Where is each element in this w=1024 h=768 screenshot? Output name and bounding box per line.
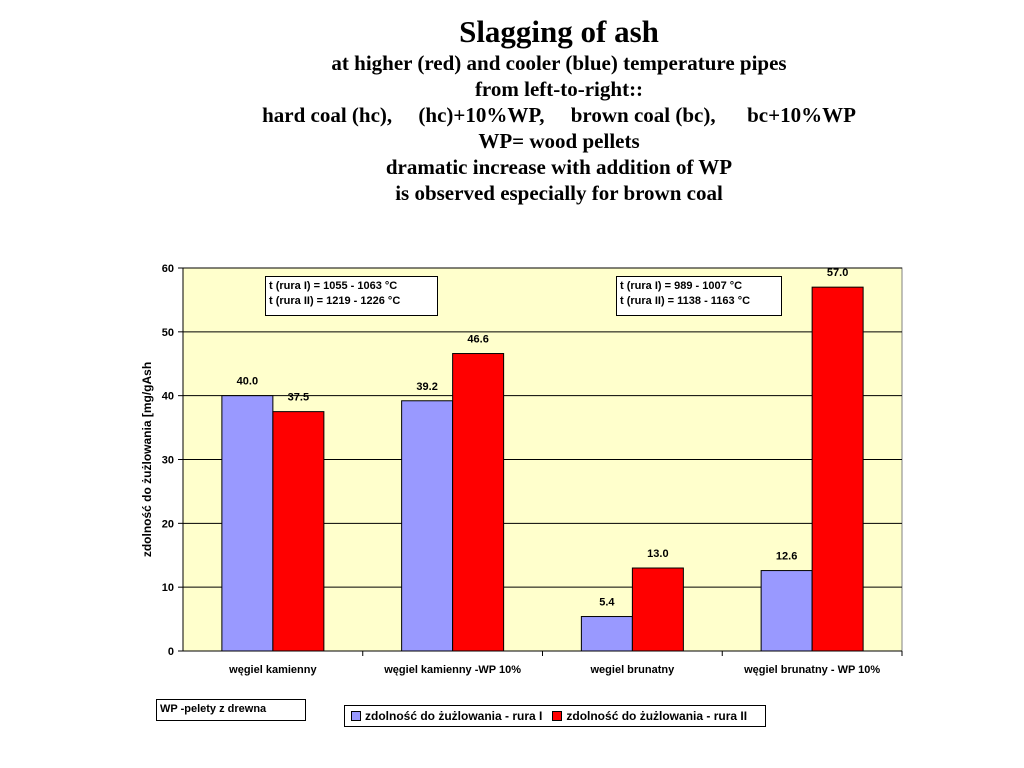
data-label: 40.0: [237, 376, 258, 388]
y-tick-label: 60: [162, 263, 174, 275]
temperature-box-hard-coal: t (rura I) = 1055 - 1063 °C t (rura II) …: [265, 276, 438, 316]
bar-rura-II: [811, 286, 864, 652]
data-label: 39.2: [416, 381, 437, 393]
title-line: dramatic increase with addition of WP: [385, 155, 733, 179]
temperature-line: t (rura II) = 1219 - 1226 °C: [269, 295, 401, 307]
bar-rura-II: [452, 353, 505, 652]
title-line: WP= wood pellets: [478, 129, 640, 153]
title-line: hard coal (hc), (hc)+10%WP, brown coal (…: [262, 103, 856, 127]
bar-rura-II: [272, 411, 325, 652]
data-label: 12.6: [776, 551, 797, 563]
bar-rura-I: [760, 570, 813, 652]
y-tick-label: 20: [162, 518, 174, 530]
y-tick-label: 10: [162, 582, 174, 594]
y-axis-label: zdolność do żużlowania [mg/gAsh: [140, 362, 154, 557]
data-label: 5.4: [599, 597, 615, 609]
data-label: 13.0: [647, 548, 668, 560]
legend-item-rura-I: zdolność do żużlowania - rura I: [351, 709, 542, 723]
bar-rura-II: [631, 567, 684, 652]
data-label: 37.5: [288, 392, 309, 404]
temperature-box-brown-coal: t (rura I) = 989 - 1007 °C t (rura II) =…: [616, 276, 782, 316]
y-tick-label: 50: [162, 327, 174, 339]
title-line: is observed especially for brown coal: [395, 181, 723, 205]
y-tick-label: 0: [168, 646, 174, 658]
bar-rura-I: [580, 616, 633, 652]
title-line: at higher (red) and cooler (blue) temper…: [331, 51, 787, 75]
legend-swatch-rura-II: [552, 711, 563, 721]
y-tick-label: 40: [162, 391, 174, 403]
title-line: from left-to-right::: [474, 77, 644, 101]
x-tick-label: wegiel brunatny: [590, 664, 676, 676]
bar-rura-I: [401, 400, 454, 652]
x-tick-label: węgiel kamienny -WP 10%: [383, 664, 521, 676]
legend-label: zdolność do żużlowania - rura I: [365, 709, 543, 723]
legend-label: zdolność do żużlowania - rura II: [566, 709, 748, 723]
bar-rura-I: [221, 395, 274, 652]
x-tick-label: węgiel kamienny: [228, 664, 317, 676]
title-main: Slagging of ash: [459, 14, 659, 49]
slide-title: Slagging of ash at higher (red) and cool…: [0, 14, 1024, 206]
wp-note: WP -pelety z drewna: [160, 703, 267, 715]
temperature-line: t (rura I) = 989 - 1007 °C: [620, 280, 743, 292]
temperature-line: t (rura II) = 1138 - 1163 °C: [620, 295, 751, 307]
wp-note-box: WP -pelety z drewna: [156, 699, 306, 721]
legend-swatch-rura-I: [351, 711, 361, 721]
temperature-line: t (rura I) = 1055 - 1063 °C: [269, 280, 398, 292]
y-tick-label: 30: [162, 455, 174, 467]
chart-legend: zdolność do żużlowania - rura I zdolność…: [344, 705, 766, 727]
x-tick-label: węgiel brunatny - WP 10%: [743, 664, 880, 676]
data-label: 57.0: [827, 267, 848, 279]
legend-item-rura-II: zdolność do żużlowania - rura II: [552, 709, 747, 723]
data-label: 46.6: [467, 334, 488, 346]
